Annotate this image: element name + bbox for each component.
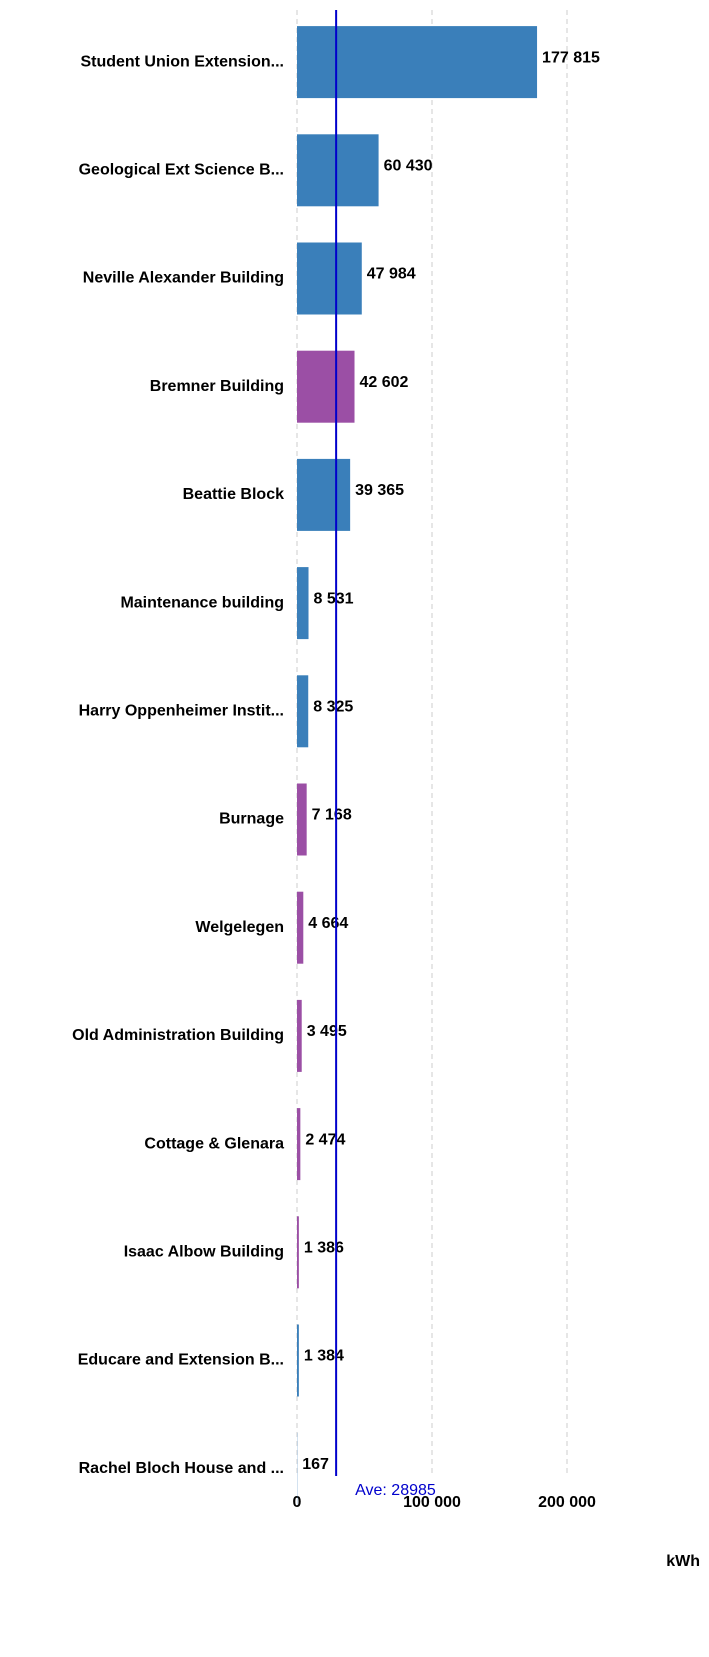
bar [297, 999, 302, 1072]
y-tick-label: Student Union Extension... [80, 53, 284, 70]
value-label: 4 664 [308, 915, 348, 932]
bar [297, 1324, 299, 1397]
y-tick-label: Neville Alexander Building [83, 270, 284, 287]
bar [297, 1216, 299, 1289]
bar [297, 675, 309, 748]
y-tick-label: Old Administration Building [72, 1027, 284, 1044]
y-tick-label: Rachel Bloch House and ... [79, 1460, 284, 1477]
value-label: 1 386 [304, 1240, 344, 1257]
value-label: 8 531 [314, 590, 354, 607]
value-label: 47 984 [367, 266, 416, 283]
y-tick-label: Educare and Extension B... [78, 1352, 284, 1369]
value-label: 2 474 [305, 1131, 345, 1148]
value-label: 60 430 [384, 158, 433, 175]
bar [297, 134, 379, 207]
bar [297, 783, 307, 856]
y-tick-label: Bremner Building [150, 378, 284, 395]
value-label: 167 [302, 1456, 329, 1473]
value-label: 3 495 [307, 1023, 347, 1040]
average-label: Ave: 28985 [355, 1482, 436, 1499]
y-tick-label: Geological Ext Science B... [79, 162, 284, 179]
value-label: 177 815 [542, 49, 600, 66]
x-tick-label: 100 000 [403, 1494, 461, 1511]
bar [297, 458, 351, 531]
x-tick-label: 200 000 [538, 1494, 596, 1511]
value-label: 42 602 [360, 374, 409, 391]
bar [297, 567, 309, 640]
bar [297, 26, 538, 99]
value-label: 7 168 [312, 807, 352, 824]
y-tick-label: Harry Oppenheimer Instit... [79, 703, 284, 720]
y-tick-label: Burnage [219, 811, 284, 828]
y-tick-label: Maintenance building [120, 594, 284, 611]
x-axis-label: kWh [666, 1553, 700, 1570]
value-label: 1 384 [304, 1348, 344, 1365]
y-tick-label: Isaac Albow Building [124, 1244, 284, 1261]
y-tick-label: Welgelegen [195, 919, 284, 936]
y-tick-label: Beattie Block [183, 486, 284, 503]
value-label: 39 365 [355, 482, 404, 499]
bar [297, 891, 304, 964]
y-tick-label: Cottage & Glenara [144, 1135, 284, 1152]
bar [297, 242, 362, 315]
bar [297, 350, 355, 423]
value-label: 8 325 [313, 699, 353, 716]
bar [297, 1108, 301, 1181]
